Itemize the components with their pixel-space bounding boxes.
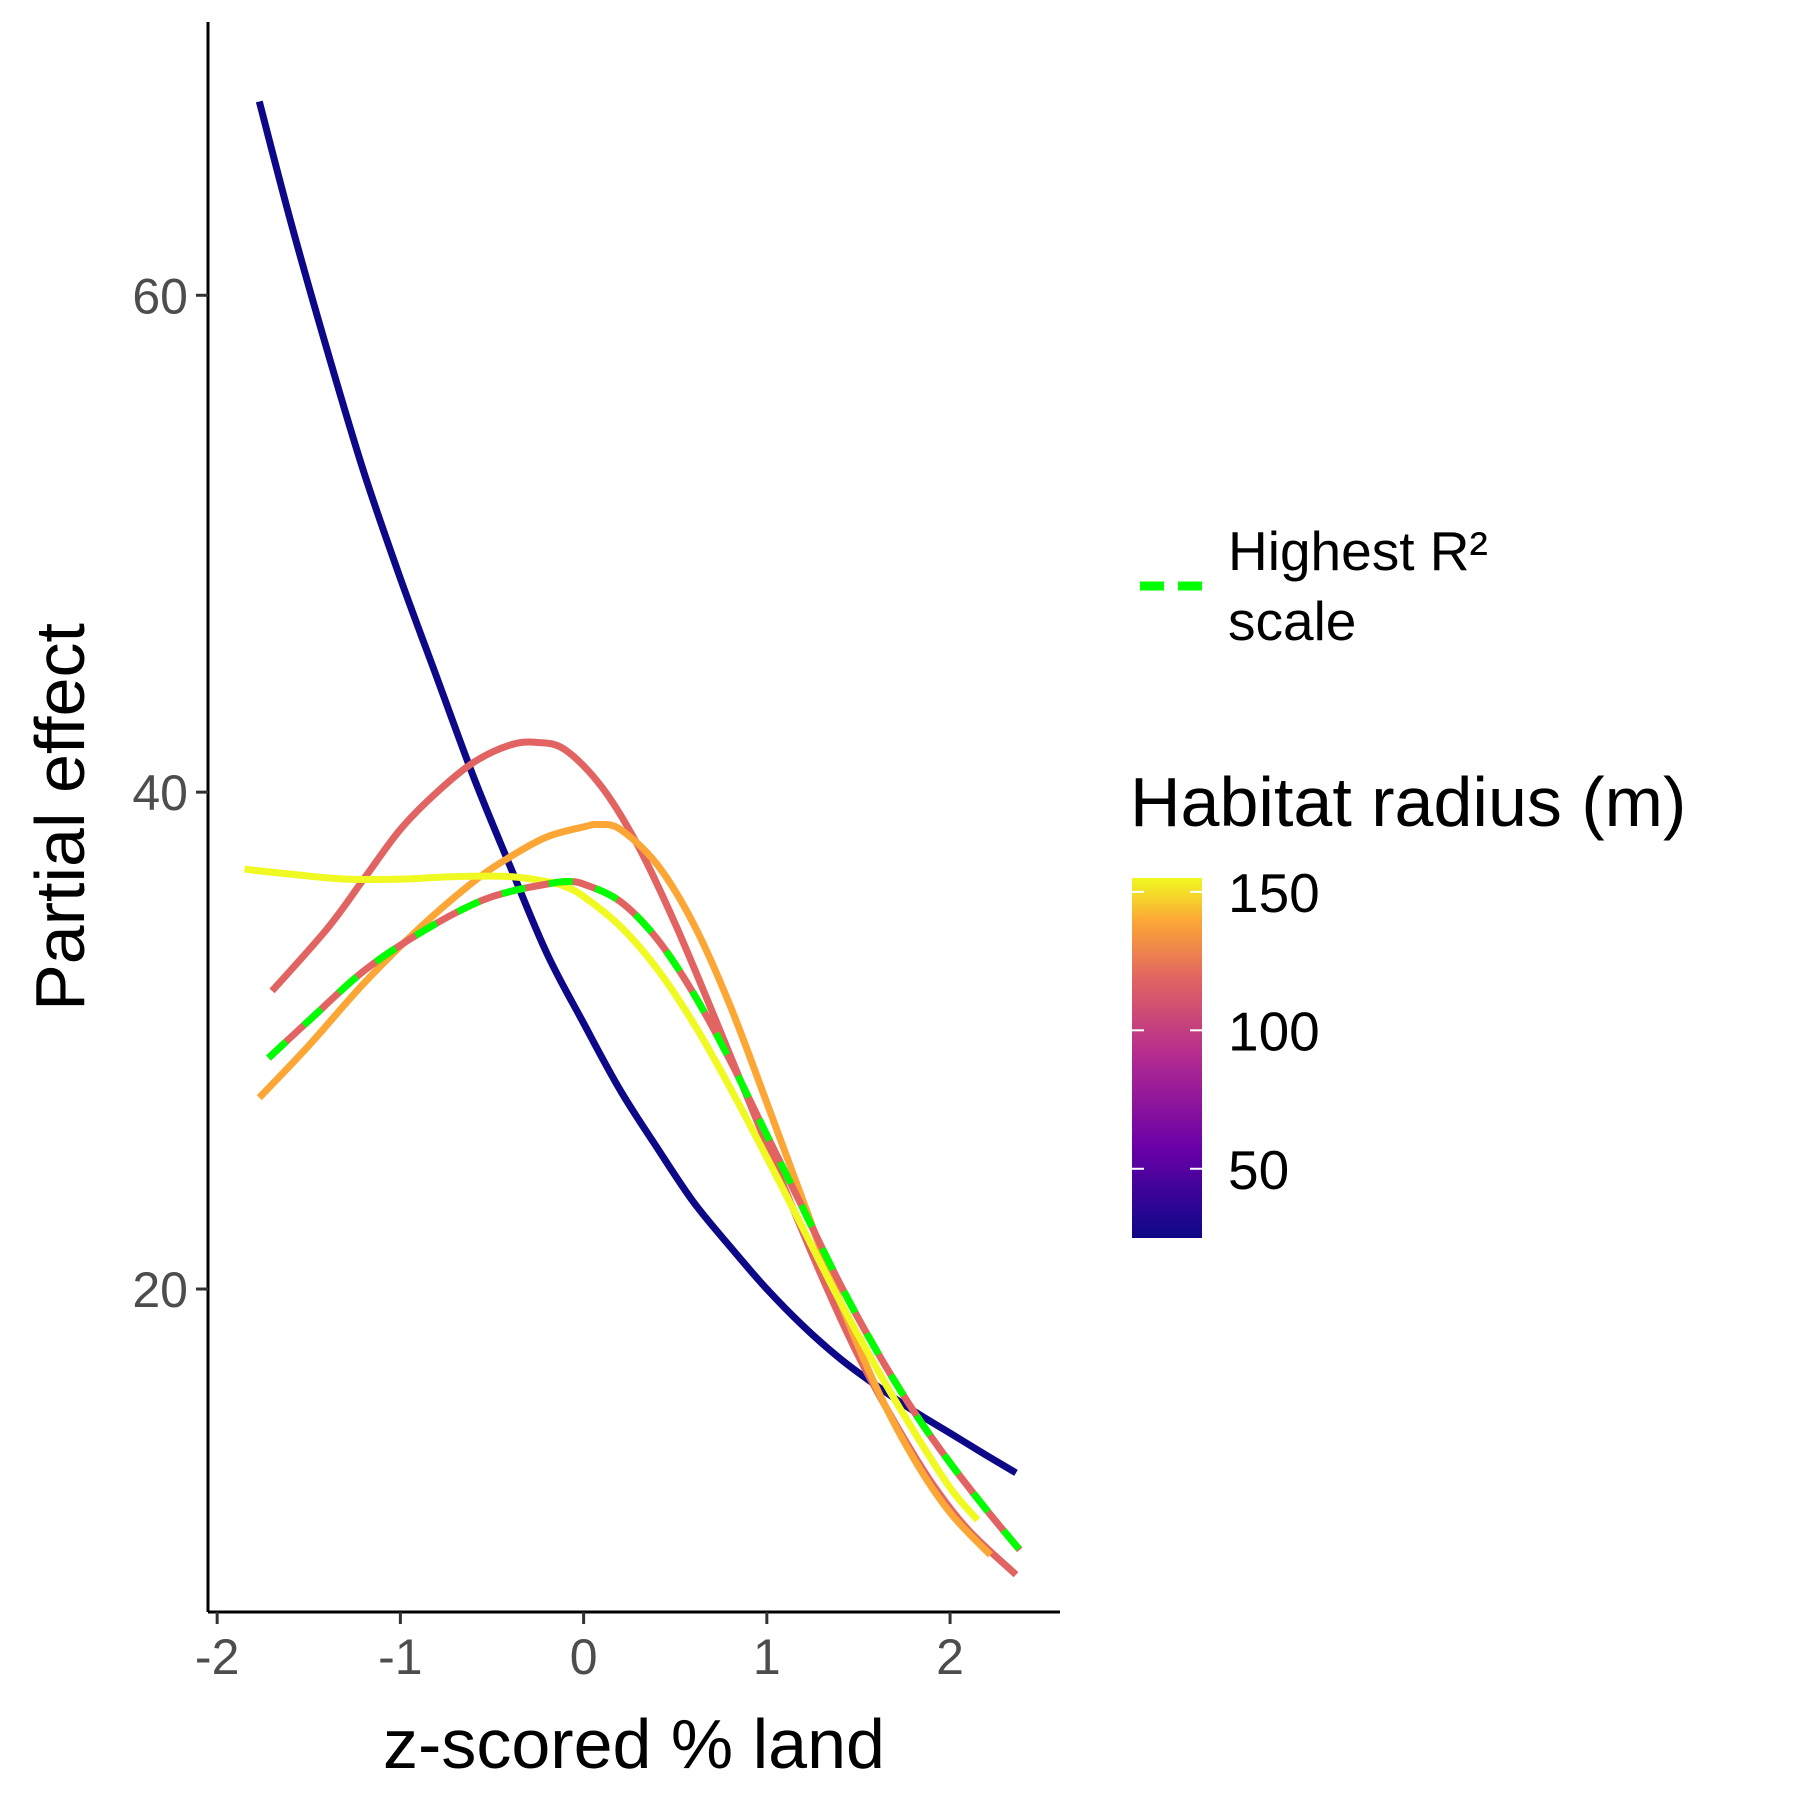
colorbar-tick-label: 100 xyxy=(1228,1000,1320,1062)
legend-line-label-line2: scale xyxy=(1228,590,1356,652)
y-tick-label: 60 xyxy=(132,268,188,324)
series-layer xyxy=(244,100,1023,1578)
series-line-150m xyxy=(244,865,981,1523)
x-axis-title: z-scored % land xyxy=(383,1705,885,1783)
y-tick-label: 40 xyxy=(132,765,188,821)
x-tick-label: 0 xyxy=(570,1629,598,1685)
colorbar-tick-label: 150 xyxy=(1228,862,1320,924)
x-ticks: -2 -1 0 1 2 xyxy=(195,1612,964,1685)
series-line-25m xyxy=(255,100,1018,1476)
y-tick-label: 20 xyxy=(132,1262,188,1318)
y-axis-title: Partial effect xyxy=(21,623,99,1011)
colorbar-title: Habitat radius (m) xyxy=(1130,763,1686,841)
colorbar-tick-label: 50 xyxy=(1228,1139,1289,1201)
colorbar-gradient xyxy=(1132,878,1202,1238)
y-ticks: 20 40 60 xyxy=(132,268,208,1318)
colorbar-ticks: 50 100 150 xyxy=(1132,862,1320,1201)
x-tick-label: -2 xyxy=(195,1629,239,1685)
x-tick-label: -1 xyxy=(378,1629,422,1685)
series-line-100m xyxy=(269,738,1019,1578)
axes: 20 40 60 -2 -1 0 1 2 xyxy=(132,22,1060,1685)
legend-line-label-line1: Highest R² xyxy=(1228,520,1488,582)
x-tick-label: 2 xyxy=(936,1629,964,1685)
series-line-125m xyxy=(256,820,993,1558)
legend-colorbar: Habitat radius (m) 50 100 150 xyxy=(1130,763,1686,1238)
legend-highest-r2: Highest R² scale xyxy=(1140,520,1488,652)
x-tick-label: 1 xyxy=(753,1629,781,1685)
highest-r2-dashed-line xyxy=(266,878,1023,1553)
